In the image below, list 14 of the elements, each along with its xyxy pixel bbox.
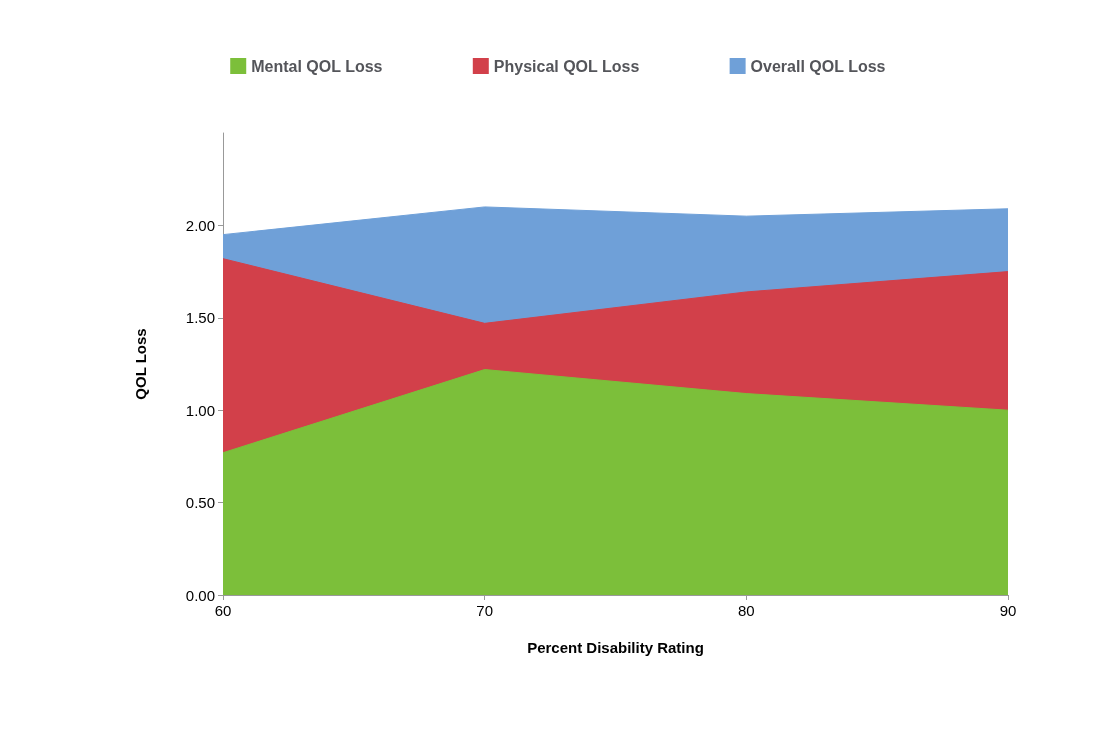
y-tick-label: 0.00 [185,586,215,604]
legend-label: Mental QOL Loss [251,57,383,75]
x-axis-title: Percent Disability Rating [527,639,704,656]
y-axis-title: QOL Loss [132,328,149,400]
x-tick-label: 90 [999,602,1017,619]
y-tick-label: 2.00 [185,216,215,234]
x-tick-label: 80 [737,602,755,619]
legend-label: Overall QOL Loss [750,57,886,75]
legend-label: Physical QOL Loss [493,57,640,75]
x-tick-label: 70 [476,602,494,619]
y-tick-label: 1.50 [185,309,215,327]
x-tick-label: 60 [214,602,232,619]
y-tick-label: 0.50 [185,494,215,512]
y-tick-label: 1.00 [185,401,215,419]
